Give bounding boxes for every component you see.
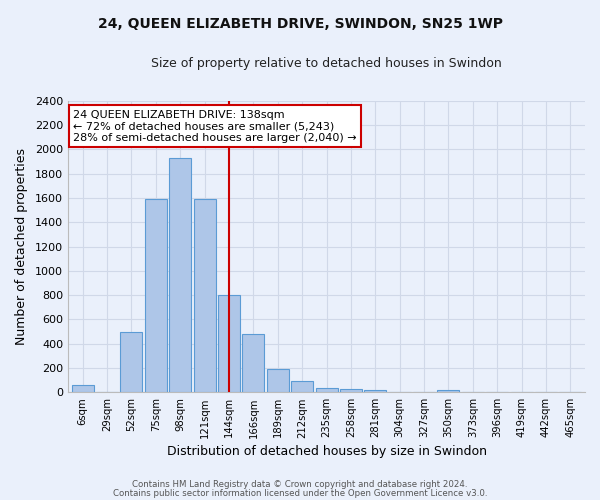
Text: 24, QUEEN ELIZABETH DRIVE, SWINDON, SN25 1WP: 24, QUEEN ELIZABETH DRIVE, SWINDON, SN25… xyxy=(97,18,503,32)
Y-axis label: Number of detached properties: Number of detached properties xyxy=(15,148,28,345)
Bar xyxy=(340,389,362,392)
Bar xyxy=(437,390,460,392)
Bar xyxy=(291,382,313,392)
Text: 24 QUEEN ELIZABETH DRIVE: 138sqm
← 72% of detached houses are smaller (5,243)
28: 24 QUEEN ELIZABETH DRIVE: 138sqm ← 72% o… xyxy=(73,110,357,143)
Bar xyxy=(267,368,289,392)
Bar xyxy=(218,295,240,392)
Title: Size of property relative to detached houses in Swindon: Size of property relative to detached ho… xyxy=(151,58,502,70)
Bar xyxy=(194,199,215,392)
Bar xyxy=(121,332,142,392)
Bar xyxy=(316,388,338,392)
Text: Contains public sector information licensed under the Open Government Licence v3: Contains public sector information licen… xyxy=(113,489,487,498)
Bar xyxy=(145,199,167,392)
Text: Contains HM Land Registry data © Crown copyright and database right 2024.: Contains HM Land Registry data © Crown c… xyxy=(132,480,468,489)
Bar xyxy=(72,385,94,392)
Bar xyxy=(364,390,386,392)
X-axis label: Distribution of detached houses by size in Swindon: Distribution of detached houses by size … xyxy=(167,444,487,458)
Bar xyxy=(169,158,191,392)
Bar xyxy=(242,334,265,392)
